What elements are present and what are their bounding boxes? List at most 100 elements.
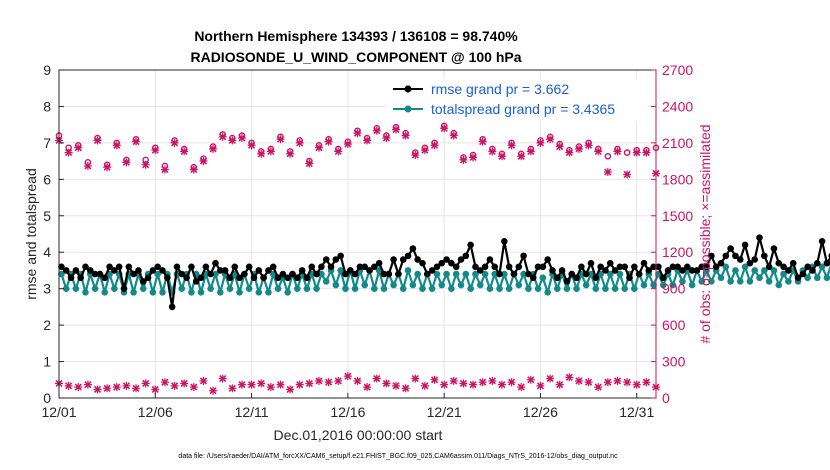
- rmse-marker: [775, 259, 783, 267]
- rmse-marker: [496, 270, 503, 278]
- totalspread-marker: [539, 274, 547, 282]
- obs-assimilated-marker: [228, 384, 237, 393]
- obs-assimilated-marker: [536, 381, 545, 390]
- legend-rmse-marker: [404, 85, 412, 93]
- totalspread-marker: [159, 289, 166, 296]
- rmse-marker: [371, 263, 378, 271]
- rmse-marker: [399, 256, 407, 263]
- rmse-marker: [72, 267, 80, 274]
- rmse-marker: [761, 252, 768, 260]
- obs-assimilated-marker: [218, 374, 227, 383]
- obs-assimilated-marker: [382, 379, 391, 388]
- totalspread-marker: [481, 270, 489, 278]
- rmse-marker: [77, 274, 84, 282]
- legend-rmse-label: rmse grand pr = 3.662: [431, 81, 569, 97]
- totalspread-marker: [751, 267, 758, 274]
- obs-assimilated-marker: [112, 383, 121, 392]
- rmse-marker: [467, 241, 474, 249]
- obs-assimilated-marker: [565, 373, 574, 382]
- obs-assimilated-marker: [353, 376, 362, 385]
- rmse-marker: [173, 263, 181, 271]
- rmse-marker: [351, 270, 359, 278]
- rmse-marker: [501, 237, 508, 245]
- rmse-marker: [342, 270, 349, 278]
- rmse-marker: [86, 267, 94, 274]
- legend-spread-marker: [404, 105, 412, 113]
- rmse-marker: [101, 274, 109, 282]
- obs-assimilated-marker: [276, 135, 285, 144]
- totalspread-marker: [178, 285, 186, 292]
- totalspread-marker: [139, 285, 147, 292]
- rmse-marker: [289, 270, 296, 278]
- totalspread-marker: [515, 281, 523, 289]
- rmse-marker: [322, 256, 330, 263]
- rmse-marker: [683, 263, 691, 271]
- rmse-marker: [448, 259, 455, 267]
- rmse-marker: [149, 267, 157, 274]
- obs-assimilated-marker: [151, 385, 160, 394]
- totalspread-marker: [736, 278, 744, 285]
- obs-assimilated-marker: [324, 137, 333, 146]
- totalspread-marker: [717, 274, 725, 282]
- y-left-tick-label: 1: [43, 354, 51, 370]
- rmse-marker: [385, 270, 393, 278]
- rmse-marker: [284, 274, 291, 282]
- obs-assimilated-marker: [517, 152, 526, 161]
- obs-assimilated-marker: [353, 129, 362, 138]
- obs-assimilated-marker: [83, 161, 92, 170]
- x-tick-label: 12/06: [138, 404, 173, 420]
- totalspread-marker: [746, 278, 754, 285]
- rmse-marker: [727, 245, 734, 252]
- rmse-marker: [183, 274, 190, 282]
- obs-assimilated-marker: [497, 152, 506, 161]
- obs-assimilated-marker: [372, 126, 381, 135]
- rmse-marker: [789, 259, 797, 267]
- totalspread-marker: [785, 278, 792, 285]
- y-left-tick-label: 5: [43, 208, 51, 224]
- rmse-marker: [294, 274, 301, 282]
- obs-assimilated-marker: [623, 170, 632, 179]
- totalspread-marker: [443, 270, 450, 278]
- rmse-marker: [472, 263, 479, 271]
- rmse-marker: [799, 270, 807, 278]
- totalspread-marker: [457, 281, 465, 289]
- totalspread-marker: [318, 270, 325, 278]
- rmse-marker: [616, 263, 624, 271]
- rmse-marker: [428, 267, 436, 274]
- obs-assimilated-marker: [430, 141, 439, 150]
- obs-assimilated-marker: [74, 143, 83, 152]
- totalspread-marker: [91, 285, 99, 292]
- totalspread-marker: [462, 270, 470, 278]
- totalspread-marker: [351, 285, 359, 292]
- totalspread-marker: [265, 289, 272, 296]
- rmse-marker: [318, 263, 325, 271]
- rmse-marker: [655, 263, 662, 271]
- obs-assimilated-marker: [401, 384, 410, 393]
- totalspread-marker: [486, 285, 494, 292]
- rmse-marker: [582, 270, 590, 278]
- obs-assimilated-marker: [228, 136, 237, 145]
- obs-possible-marker: [623, 149, 631, 156]
- obs-assimilated-marker: [151, 146, 160, 155]
- totalspread-marker: [101, 289, 109, 296]
- rmse-marker: [303, 274, 311, 282]
- rmse-marker: [192, 278, 200, 285]
- obs-assimilated-marker: [488, 147, 497, 156]
- rmse-marker: [558, 267, 566, 274]
- obs-assimilated-marker: [103, 163, 112, 172]
- rmse-marker: [443, 256, 450, 263]
- totalspread-marker: [616, 270, 624, 278]
- rmse-marker: [794, 274, 802, 282]
- rmse-marker: [486, 256, 494, 263]
- legend: rmse grand pr = 3.662 totalspread grand …: [386, 79, 648, 121]
- rmse-marker: [554, 274, 561, 282]
- totalspread-marker: [361, 281, 369, 289]
- obs-assimilated-marker: [132, 384, 141, 393]
- chart-title-line1: Northern Hemisphere 134393 / 136108 = 98…: [194, 28, 518, 44]
- rmse-marker: [476, 267, 484, 274]
- totalspread-marker: [62, 285, 70, 292]
- x-tick-label: 12/01: [41, 404, 76, 420]
- totalspread-marker: [650, 281, 657, 289]
- totalspread-marker: [197, 289, 205, 296]
- totalspread-marker: [313, 285, 320, 292]
